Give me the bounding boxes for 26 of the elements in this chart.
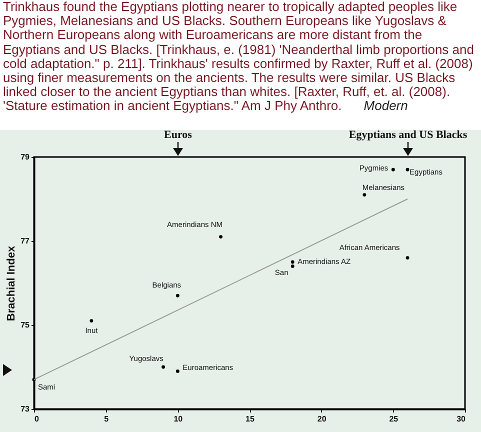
point	[406, 168, 410, 172]
x-tick-label: 5	[104, 414, 110, 424]
point	[406, 256, 410, 260]
text: Euros	[164, 129, 192, 141]
point	[90, 319, 94, 323]
y-tick-label: 73	[20, 404, 30, 414]
point	[176, 294, 180, 298]
point	[290, 264, 294, 268]
point	[162, 365, 166, 369]
x-tick-label: 10	[174, 414, 184, 424]
x-tick-label: 30	[456, 414, 466, 424]
point	[362, 193, 366, 197]
point	[290, 260, 294, 264]
x-tick-label: 0	[34, 414, 40, 424]
text: Egyptians and US Blacks	[348, 129, 468, 141]
y-tick-label: 77	[20, 236, 30, 246]
x-tick-label: 15	[246, 414, 255, 424]
text: Modern	[364, 98, 408, 114]
point	[391, 168, 395, 172]
y-tick-label: 79	[20, 152, 30, 162]
x-tick-label: 20	[317, 414, 327, 424]
x-tick-label: 25	[389, 414, 399, 424]
y-axis-title: Brachial Index	[6, 245, 18, 322]
point	[176, 369, 180, 373]
point	[219, 235, 222, 239]
y-tick-label: 75	[20, 320, 30, 330]
